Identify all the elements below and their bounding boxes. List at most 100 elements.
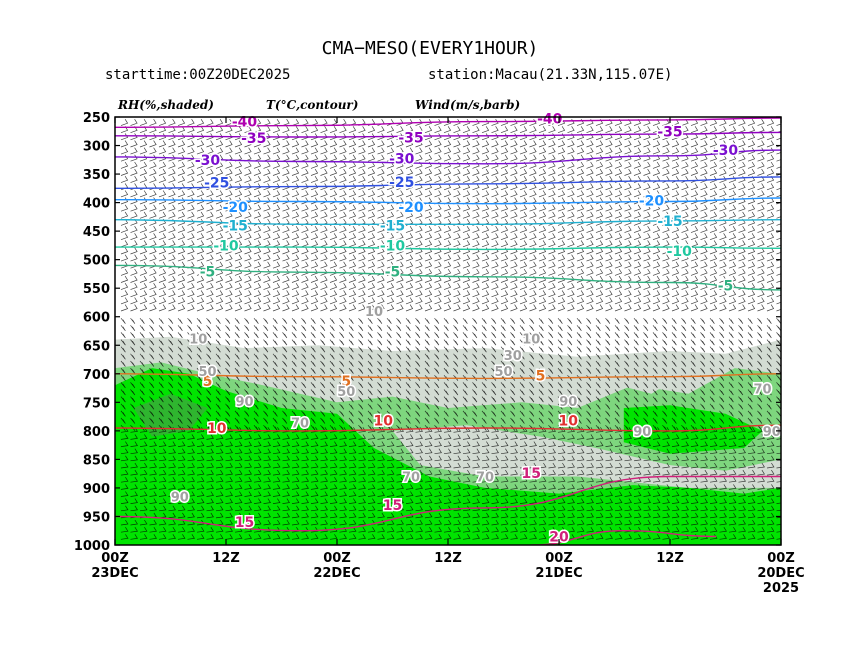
rh-label-13: 90 xyxy=(633,425,651,440)
contour-labels: -40 -40-35 -35 -35-30 -30-30-25 -25-20 -20 -20-… xyxy=(169,110,782,547)
y-tick-label: 800 xyxy=(83,425,110,440)
rh-label-11: 90 xyxy=(235,395,253,410)
temp-contour--25 xyxy=(115,176,781,189)
temp-label-20-0: 20 xyxy=(549,529,569,545)
temp-label--35-2: -35 xyxy=(657,124,682,140)
x-tick-label: 21DEC xyxy=(535,566,582,581)
temp-label--10-2: -10 xyxy=(667,244,693,260)
x-tick-label: 12Z xyxy=(434,551,462,566)
rh-label-10: 70 xyxy=(753,383,771,398)
wind-barbs xyxy=(120,119,781,540)
temp-contour--15 xyxy=(115,219,781,226)
rh-band-50-patch xyxy=(596,373,670,394)
temp-contour--35 xyxy=(115,131,781,138)
rh-band-90-patch xyxy=(623,405,763,454)
temp-label--30-1: -30 xyxy=(389,152,415,168)
temp-label--5-2: -5 xyxy=(718,278,734,294)
temp-label-10-1: 10 xyxy=(374,414,394,430)
temp-label--15-2: -15 xyxy=(657,214,682,230)
rh-label-8: 70 xyxy=(402,471,420,486)
x-tick-label: 12Z xyxy=(212,551,240,566)
x-tick-label: 00Z xyxy=(323,551,351,566)
temp-label--30-0: -30 xyxy=(195,153,221,169)
temp-label--15-1: -15 xyxy=(380,218,405,234)
temp-label--5-0: -5 xyxy=(200,265,216,281)
rh-label-4: 50 xyxy=(198,365,216,380)
temp-contour--30 xyxy=(115,149,781,165)
temp-contour--40 xyxy=(115,117,781,128)
temp-label--30-2: -30 xyxy=(713,143,739,159)
temp-label--10-0: -10 xyxy=(213,238,239,254)
rh-label-6: 50 xyxy=(494,365,512,380)
y-tick-label: 300 xyxy=(83,140,110,155)
rh-label-3: 30 xyxy=(504,349,522,364)
temp-label--20-2: -20 xyxy=(639,193,665,209)
temp-label--40-1: -40 xyxy=(537,112,563,128)
rh-label-0: 10 xyxy=(189,332,207,347)
temp-contour--20 xyxy=(115,197,781,205)
temp-label-10-0: 10 xyxy=(207,421,227,437)
y-tick-label: 950 xyxy=(83,510,110,525)
rh-shading xyxy=(115,336,781,545)
rh-label-15: 90 xyxy=(171,490,189,505)
start-time: starttime:00Z20DEC2025 xyxy=(105,67,291,83)
temp-label--10-1: -10 xyxy=(380,238,406,254)
y-tick-label: 500 xyxy=(83,254,110,269)
chart-title: CMA−MESO(EVERY1HOUR) xyxy=(321,38,539,59)
rh-label-2: 10 xyxy=(522,332,540,347)
rh-label-7: 70 xyxy=(291,416,309,431)
temp-label--20-1: -20 xyxy=(398,200,424,216)
temp-contour-20 xyxy=(531,529,717,545)
temp-label--25-0: -25 xyxy=(204,176,229,192)
legend-rh: RH(%,shaded) xyxy=(118,98,214,112)
temp-label-5-0: 5 xyxy=(203,374,213,390)
temp-label-15-1: 15 xyxy=(383,498,402,514)
y-tick-label: 550 xyxy=(83,282,110,297)
x-tick-label: 20DEC xyxy=(757,566,804,581)
y-tick-label: 1000 xyxy=(74,539,110,554)
temp-contour-5 xyxy=(115,373,781,380)
temp-label--20-0: -20 xyxy=(223,200,249,216)
legend-wind: Wind(m/s,barb) xyxy=(415,98,521,112)
temp-label--15-0: -15 xyxy=(223,218,248,234)
x-tick-label: 22DEC xyxy=(313,566,360,581)
x-tick-label: 23DEC xyxy=(91,566,138,581)
rh-label-1: 10 xyxy=(365,305,383,320)
temp-label-5-1: 5 xyxy=(341,374,351,390)
temp-contour--5 xyxy=(115,264,781,291)
axes: 2503003504004505005506006507007508008509… xyxy=(74,111,805,596)
temp-label-5-2: 5 xyxy=(536,369,546,385)
rh-band-dark xyxy=(133,393,208,437)
x-tick-label: 00Z xyxy=(101,551,129,566)
rh-band-90 xyxy=(115,368,781,545)
temp-contour-15 xyxy=(115,475,781,532)
temp-label--35-1: -35 xyxy=(398,131,423,147)
temp-label-15-2: 15 xyxy=(522,466,541,482)
y-tick-label: 250 xyxy=(83,111,110,126)
temp-contour-10 xyxy=(115,424,781,432)
rh-label-5: 50 xyxy=(337,385,355,400)
station-label: station:Macau(21.33N,115.07E) xyxy=(428,67,673,83)
legend-temp: T(°C,contour) xyxy=(266,98,359,112)
x-tick-label: 00Z xyxy=(767,551,795,566)
rh-label-14: 90 xyxy=(763,425,781,440)
y-tick-label: 650 xyxy=(83,339,110,354)
y-tick-label: 400 xyxy=(83,197,110,212)
x-tick-label: 00Z xyxy=(545,551,573,566)
temp-label--40-0: -40 xyxy=(232,115,258,131)
y-tick-label: 900 xyxy=(83,482,110,497)
y-tick-label: 450 xyxy=(83,225,110,240)
temp-label--5-1: -5 xyxy=(385,265,401,281)
rh-band-50-lower xyxy=(392,425,781,488)
x-tick-label: 2025 xyxy=(763,581,799,596)
temp-label-15-0: 15 xyxy=(235,515,254,531)
rh-label-9: 70 xyxy=(476,471,494,486)
x-tick-label: 12Z xyxy=(656,551,684,566)
y-tick-label: 600 xyxy=(83,311,110,326)
temperature-contours xyxy=(115,117,781,545)
y-tick-label: 850 xyxy=(83,453,110,468)
barb-field xyxy=(120,119,781,540)
y-tick-label: 700 xyxy=(83,368,110,383)
